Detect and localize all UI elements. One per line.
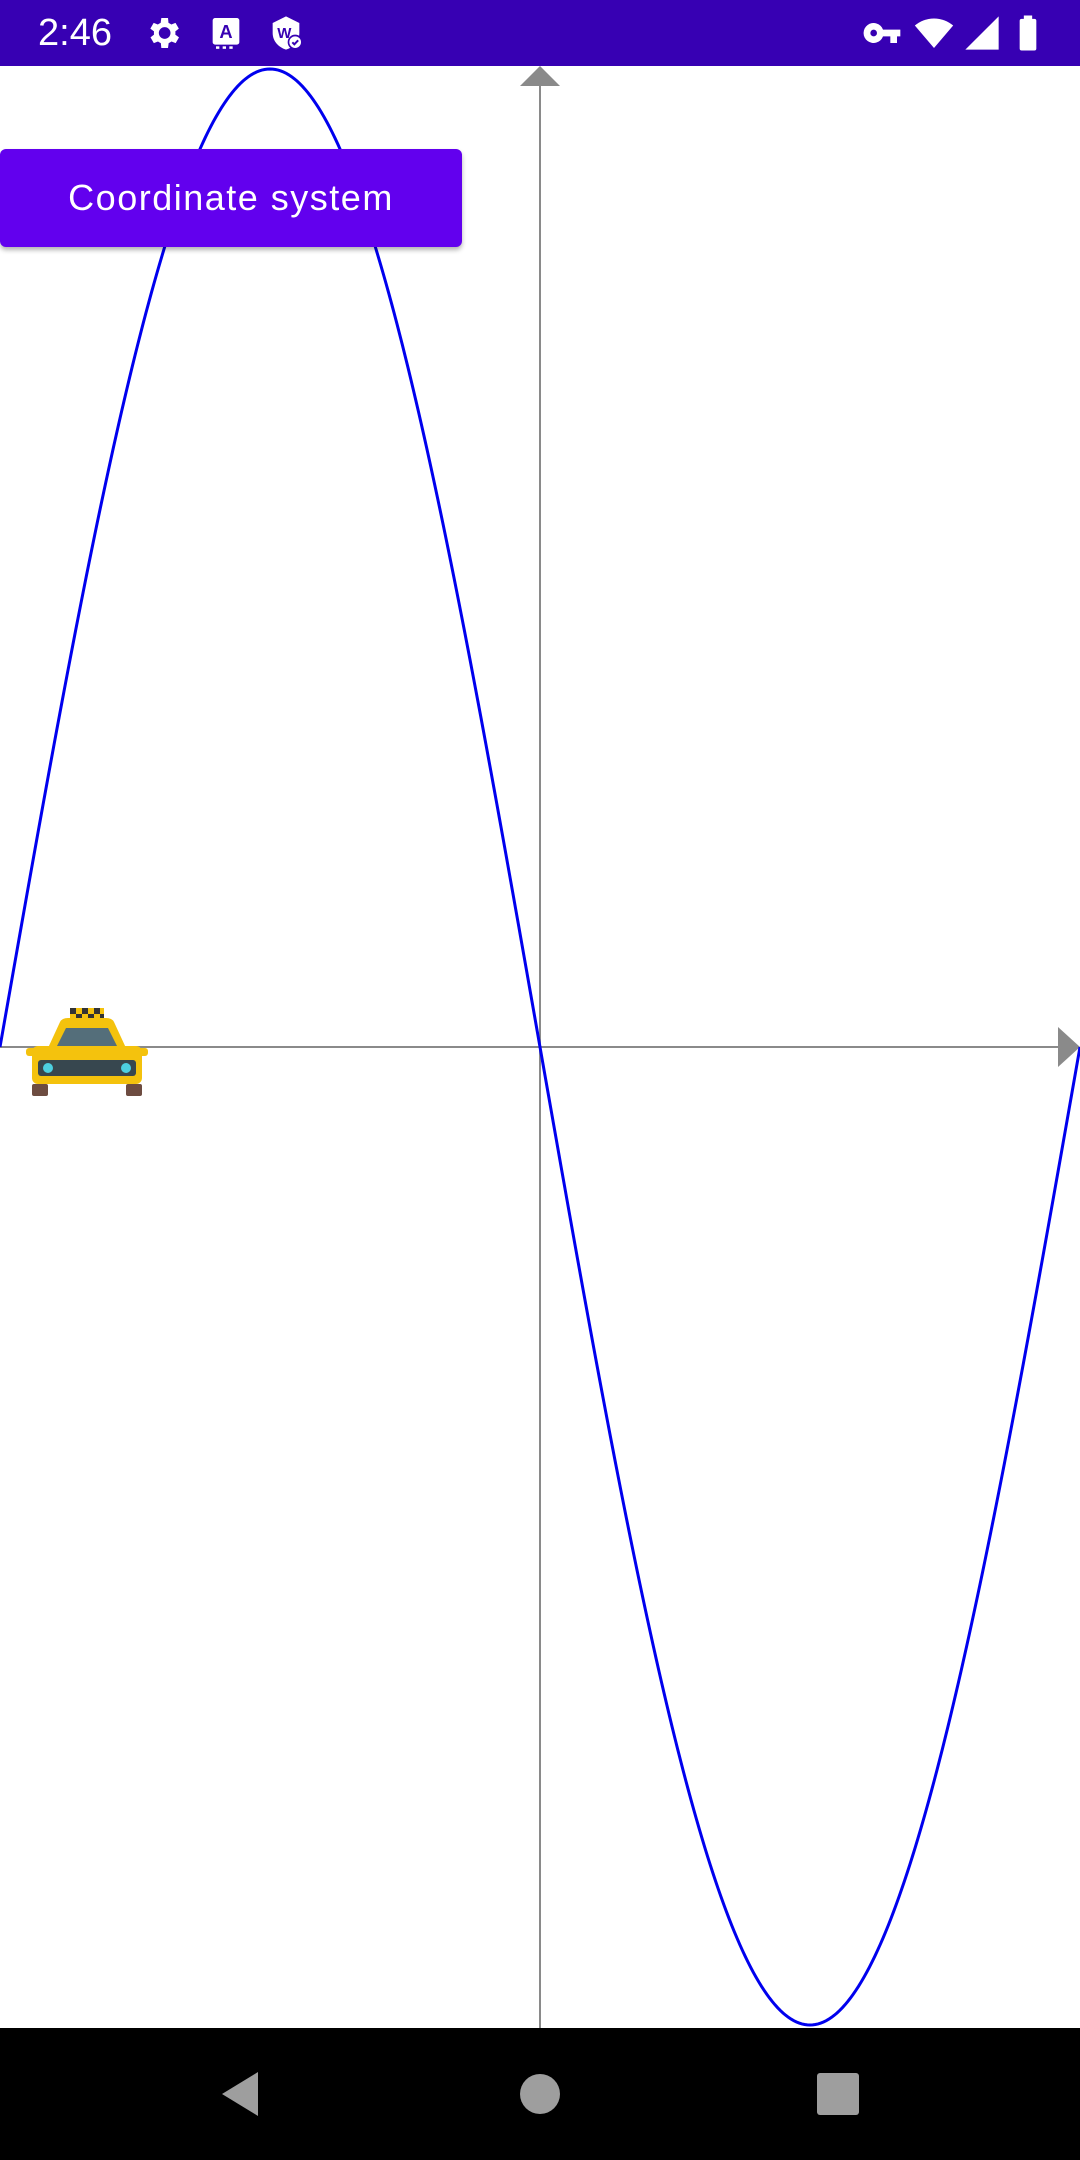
svg-text:W: W [277,25,292,42]
vpn-key-icon [862,13,902,53]
navigation-bar [0,2028,1080,2160]
cellular-signal-icon [962,13,1002,53]
taxi-icon [26,1008,148,1098]
coordinate-system-button[interactable]: Coordinate system [0,149,462,247]
canvas-area[interactable]: Coordinate system [0,66,1080,2028]
status-time: 2:46 [38,12,112,54]
y-axis-arrow [520,66,560,86]
x-axis-arrow [1058,1027,1080,1067]
wifi-icon [914,13,954,53]
svg-text:A: A [219,21,232,42]
back-icon[interactable] [212,2064,272,2124]
settings-gear-icon [143,13,183,53]
a-app-icon: A [206,13,246,53]
recents-icon[interactable] [808,2064,868,2124]
w-shield-icon: W [266,13,306,53]
status-bar: 2:46 A W [0,0,1080,66]
battery-icon [1008,13,1048,53]
home-icon[interactable] [510,2064,570,2124]
coordinate-plot [0,66,1080,2028]
